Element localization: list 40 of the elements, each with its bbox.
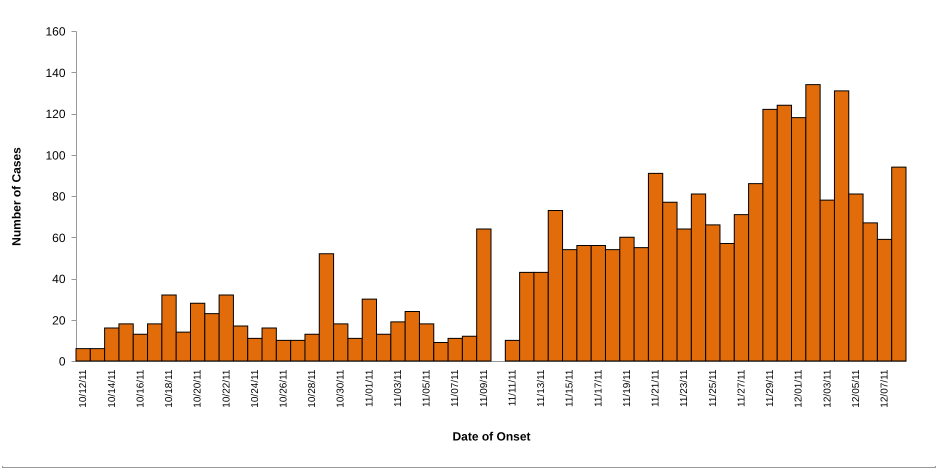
x-tick-label: 11/21/11 xyxy=(650,369,662,407)
y-tick-label: 40 xyxy=(52,272,66,286)
y-tick-label: 60 xyxy=(52,230,66,245)
x-tick-label: 11/27/11 xyxy=(736,369,748,407)
x-tick-label: 11/11/11 xyxy=(507,369,518,406)
x-tick-label: 11/03/11 xyxy=(392,369,404,407)
y-axis-title: Number of Cases xyxy=(9,146,24,246)
y-tick-label: 100 xyxy=(45,148,66,162)
x-tick-label: 11/01/11 xyxy=(364,369,376,407)
x-tick-label: 11/19/11 xyxy=(622,369,633,407)
x-tick-label: 10/28/11 xyxy=(307,369,318,408)
x-tick-label: 11/09/11 xyxy=(478,369,490,407)
x-tick-label: 12/05/11 xyxy=(850,369,862,408)
x-tick-label: 12/01/11 xyxy=(794,369,805,408)
y-tick-label: 140 xyxy=(45,66,66,80)
y-tick-label: 20 xyxy=(52,313,66,328)
x-tick-label: 11/07/11 xyxy=(450,369,462,407)
x-tick-label: 10/18/11 xyxy=(164,369,176,408)
x-tick-label: 10/26/11 xyxy=(278,369,290,408)
x-tick-label: 10/12/11 xyxy=(78,369,90,408)
x-tick-label: 10/20/11 xyxy=(192,369,204,408)
y-tick-label: 0 xyxy=(58,354,66,368)
x-tick-label: 11/13/11 xyxy=(536,369,548,407)
x-tick-label: 11/15/11 xyxy=(564,369,576,407)
x-tick-label: 11/17/11 xyxy=(593,369,604,407)
x-tick-label: 10/30/11 xyxy=(336,369,347,408)
x-tick-label: 10/16/11 xyxy=(135,369,146,408)
x-tick-label: 11/05/11 xyxy=(422,369,433,407)
x-axis-title: Date of Onset xyxy=(452,430,531,444)
x-tick-label: 10/22/11 xyxy=(221,369,232,408)
x-tick-label: 10/14/11 xyxy=(106,369,118,408)
y-tick-label: 120 xyxy=(45,107,66,121)
x-tick-label: 11/29/11 xyxy=(765,369,776,407)
x-tick-label: 10/24/11 xyxy=(250,369,261,408)
x-tick-label: 12/03/11 xyxy=(822,369,834,408)
x-tick-label: 11/25/11 xyxy=(708,369,719,407)
y-tick-label: 80 xyxy=(52,190,66,204)
y-tick-label: 160 xyxy=(45,24,66,38)
x-tick-label: 12/07/11 xyxy=(880,369,891,408)
x-tick-label: 11/23/11 xyxy=(679,369,690,407)
